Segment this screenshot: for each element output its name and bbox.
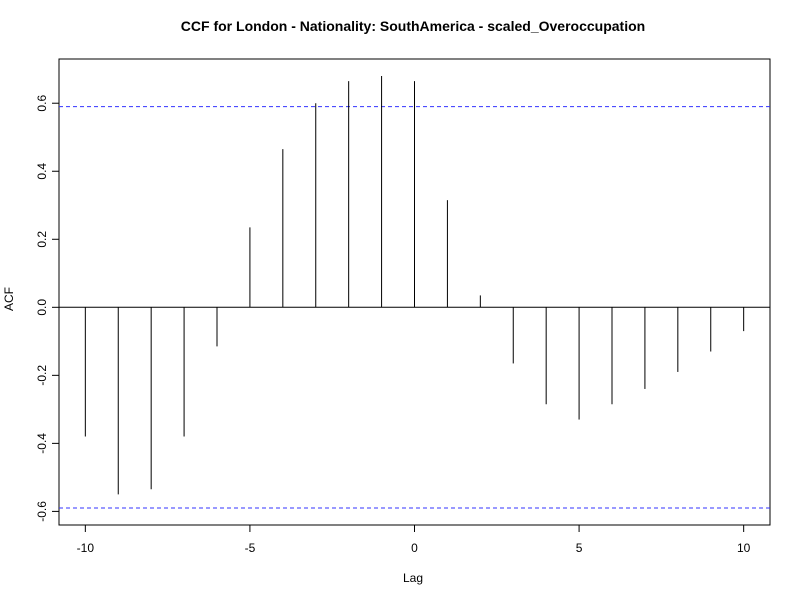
- y-tick-label: -0.4: [35, 433, 49, 454]
- x-axis: -10 -5 0 5 10: [77, 524, 751, 555]
- y-tick-label: 0.0: [35, 299, 49, 316]
- y-axis: -0.6 -0.4 -0.2 0.0 0.2 0.4 0.6: [35, 95, 60, 522]
- x-tick-label: 5: [576, 541, 583, 555]
- y-tick-label: 0.6: [35, 95, 49, 112]
- chart-title: CCF for London - Nationality: SouthAmeri…: [181, 18, 645, 34]
- x-tick-label: 10: [737, 541, 751, 555]
- y-tick-label: -0.6: [35, 501, 49, 522]
- y-tick-label: 0.4: [35, 163, 49, 180]
- x-tick-label: 0: [411, 541, 418, 555]
- x-axis-label: Lag: [403, 571, 423, 585]
- x-tick-label: -5: [245, 541, 256, 555]
- y-tick-label: -0.2: [35, 365, 49, 386]
- y-axis-label: ACF: [2, 287, 16, 311]
- y-tick-label: 0.2: [35, 231, 49, 248]
- x-tick-label: -10: [77, 541, 95, 555]
- ccf-bars: [84, 76, 745, 495]
